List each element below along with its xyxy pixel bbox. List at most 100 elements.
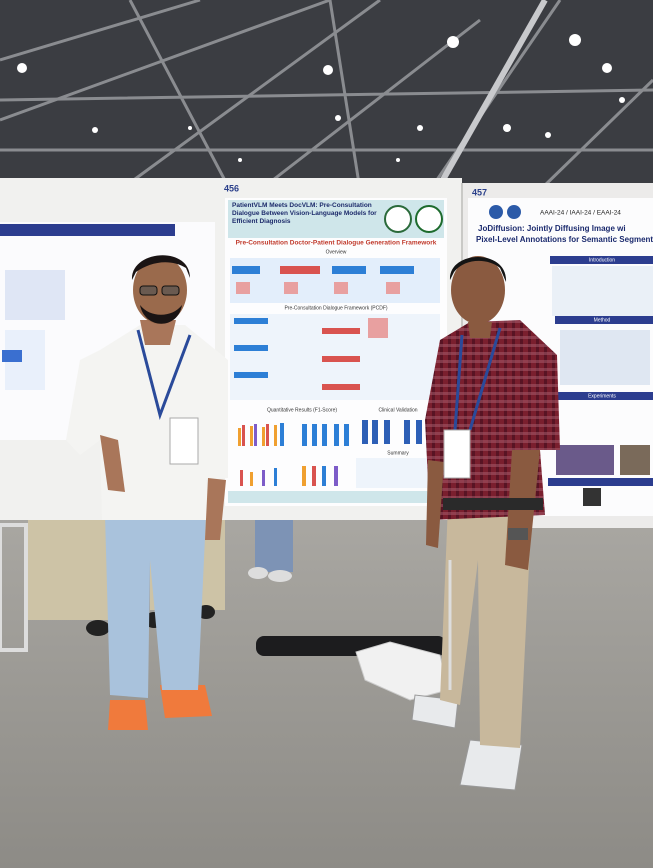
shape (417, 125, 423, 131)
shape (449, 257, 507, 282)
poster-title: JoDiffusion: Jointly Diffusing Image wi (478, 224, 626, 233)
shape (262, 470, 265, 486)
shape (415, 205, 443, 233)
shape (508, 528, 528, 540)
shape (5, 270, 65, 320)
shape (232, 266, 260, 274)
shape (312, 466, 316, 486)
section-title: Method (594, 317, 611, 323)
person (411, 256, 560, 791)
shape (569, 34, 581, 46)
shape (240, 470, 243, 486)
shape (583, 488, 601, 506)
shape (335, 115, 341, 121)
shape (238, 158, 242, 162)
shape (255, 520, 293, 572)
poster-subtitle: Pre-Consultation Doctor-Patient Dialogue… (236, 240, 437, 247)
shape (334, 282, 348, 294)
poster-title-box: PatientVLM Meets DocVLM: Pre-Consultatio… (232, 202, 377, 225)
shape (620, 445, 650, 475)
shape (248, 567, 268, 579)
shape (140, 305, 182, 324)
shape (230, 258, 440, 303)
shape (302, 424, 307, 446)
shape (284, 282, 298, 294)
shape (136, 329, 192, 420)
shape (234, 372, 268, 378)
shape (356, 458, 440, 488)
shape (2, 350, 22, 362)
shape (302, 466, 306, 486)
shape (507, 205, 521, 219)
shape (548, 478, 653, 486)
shape (268, 570, 292, 582)
shape (250, 426, 253, 446)
shape (322, 328, 360, 334)
shape (416, 420, 422, 444)
shape (234, 318, 268, 378)
shape (384, 205, 412, 233)
person (66, 255, 228, 730)
shape (236, 282, 250, 294)
shape (105, 515, 206, 698)
shape (550, 256, 653, 264)
shape (552, 266, 653, 316)
shape (555, 316, 653, 324)
poster-title: PatientVLM Meets DocVLM: Pre-Consultatio… (232, 202, 377, 225)
shape (205, 478, 226, 540)
shape (242, 425, 245, 446)
shape (459, 739, 523, 791)
shape (100, 435, 125, 492)
board-number: 457 (472, 187, 487, 197)
shape (92, 127, 98, 133)
shape (228, 491, 444, 503)
shape (489, 205, 503, 219)
shape (453, 327, 502, 431)
ceiling (0, 0, 653, 192)
shape (17, 34, 625, 162)
shape (386, 282, 400, 294)
shape (0, 0, 653, 191)
shape (619, 97, 625, 103)
section-title: Quantitative Results (F1-Score) (267, 407, 337, 413)
shape (545, 132, 551, 138)
shape (437, 0, 548, 187)
shape (323, 65, 333, 75)
shape (274, 468, 277, 486)
shape (232, 266, 414, 274)
section-title: Pre-Consultation Dialogue Framework (PCD… (284, 305, 387, 311)
shape (262, 427, 265, 446)
section-title: Experiments (588, 393, 616, 399)
shape (447, 36, 459, 48)
shape (0, 0, 653, 192)
shape (17, 63, 27, 73)
shape (322, 424, 327, 446)
shape (334, 424, 339, 446)
shape (372, 420, 378, 444)
shape (86, 620, 110, 636)
shape (344, 424, 349, 446)
board-number: 456 (224, 183, 239, 193)
shape (443, 429, 471, 479)
shape (274, 425, 277, 446)
shape (140, 320, 176, 345)
shape (169, 417, 199, 465)
shape (230, 258, 440, 303)
section-title: Summary (387, 450, 409, 456)
shape (396, 158, 400, 162)
shape (188, 126, 192, 130)
shape (451, 256, 505, 324)
shape (266, 424, 269, 446)
shape (437, 0, 548, 187)
shape (238, 428, 241, 446)
shape (280, 423, 284, 446)
section-title: Introduction (589, 257, 615, 263)
shape (468, 322, 492, 338)
shape (560, 330, 650, 385)
shape (556, 392, 653, 400)
shape (0, 224, 175, 236)
shape (322, 356, 360, 362)
shape (250, 472, 253, 486)
shape (139, 285, 158, 296)
